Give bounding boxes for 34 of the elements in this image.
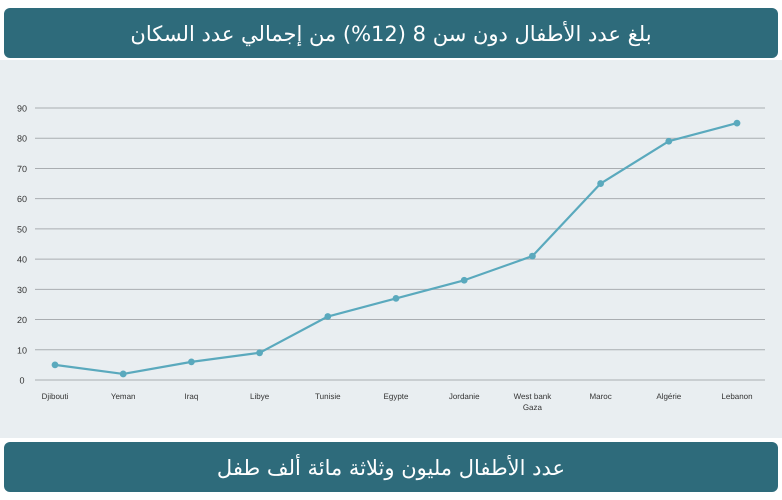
x-tick-label: Jordanie: [448, 392, 480, 401]
y-tick-label: 0: [19, 376, 25, 386]
point: [324, 313, 332, 320]
point: [188, 358, 195, 366]
point: [529, 252, 536, 260]
x-tick-label: Yeman: [110, 392, 136, 401]
point: [460, 276, 468, 284]
text: عدد الأطفال مليون وثلاثة مائة ألف طفل: [216, 454, 566, 481]
x-tick-label: Iraq: [184, 392, 198, 401]
y-tick-label: 60: [16, 194, 28, 204]
y-tick-label: 80: [16, 134, 28, 144]
y-tick-label: 50: [16, 224, 28, 234]
x-tick-label: Tunisie: [315, 392, 342, 401]
x-tick-label: Libye: [250, 392, 270, 401]
x-tick-label: West bank Gaza: [514, 392, 552, 412]
y-tick-label: 70: [16, 164, 28, 174]
point: [734, 120, 740, 127]
y-tick-label: 30: [16, 284, 28, 295]
x-tick-label: Maroc: [589, 392, 612, 401]
x-tick-label: Egypte: [384, 392, 410, 401]
point: [120, 370, 127, 378]
point: [665, 138, 672, 145]
y-tick-label: 90: [16, 104, 28, 114]
point: [256, 349, 263, 356]
y-tick-label: 40: [16, 254, 28, 265]
y-tick-label: 20: [16, 315, 28, 326]
point: [392, 295, 400, 302]
chart-title: بلغ عدد الأطفال دون سن 8 (12%) من إجمالي عدد السكان: [130, 20, 652, 47]
x-tick-label: Lebanon: [721, 392, 753, 401]
x-tick-label: Algérie: [656, 392, 682, 401]
point: [597, 180, 604, 187]
y-tick-label: 10: [16, 345, 28, 356]
x-tick-label: Djibouti: [42, 392, 69, 401]
point: [52, 361, 58, 368]
